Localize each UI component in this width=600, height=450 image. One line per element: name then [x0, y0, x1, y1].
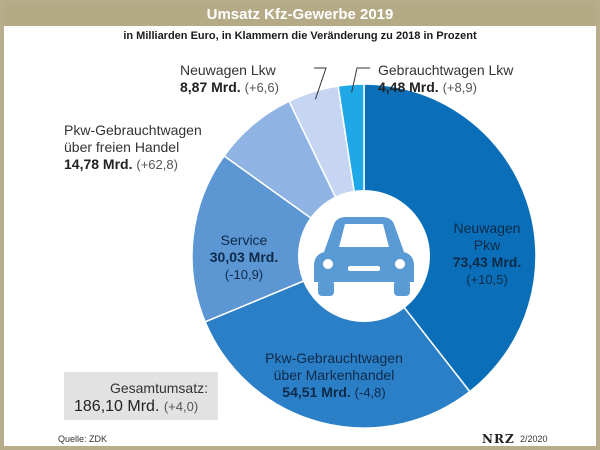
car-wheel-right: [394, 280, 410, 296]
car-headlight-right: [395, 259, 405, 269]
label-gebrauchtwagen-lkw: Gebrauchtwagen Lkw 4,48 Mrd. (+8,9): [378, 62, 514, 95]
leader-line-gebrauchtwagen-lkw: [351, 67, 370, 93]
car-grille: [348, 266, 380, 271]
chart-title: Umsatz Kfz-Gewerbe 2019: [4, 4, 596, 26]
total-value: 186,10 Mrd. (+4,0): [74, 398, 199, 415]
label-gebraucht-freier-handel: Pkw-Gebrauchtwagen über freien Handel 14…: [64, 122, 202, 172]
car-headlight-left: [323, 259, 333, 269]
car-icon: [314, 217, 414, 296]
label-neuwagen-lkw: Neuwagen Lkw 8,87 Mrd. (+6,6): [180, 62, 279, 95]
date-note: 2/2020: [520, 434, 548, 444]
leader-line-neuwagen-lkw: [314, 67, 327, 100]
slice-pkw-gebrauchtwagen-ber-markenhandel: [204, 255, 471, 429]
label-service: Service 30,03 Mrd. (-10,9): [209, 232, 279, 282]
car-wheel-left: [318, 280, 334, 296]
leader-lines: [314, 67, 370, 100]
total-box: Gesamtumsatz: 186,10 Mrd. (+4,0): [64, 372, 218, 420]
slice-service: [191, 154, 366, 323]
slice-neuwagen-pkw: [363, 83, 537, 393]
label-neuwagen-pkw: Neuwagen Pkw 73,43 Mrd. (+10,5): [452, 220, 522, 287]
label-gebraucht-markenhandel: Pkw-Gebrauchtwagen über Markenhandel 54,…: [265, 350, 403, 400]
source-note: Quelle: ZDK: [58, 434, 108, 444]
brand-logo: NRZ: [482, 432, 515, 446]
total-label: Gesamtumsatz:: [109, 380, 208, 396]
car-body: [314, 217, 414, 282]
car-windshield: [339, 224, 389, 247]
donut-chart: [191, 67, 537, 429]
chart-subtitle: in Milliarden Euro, in Klammern die Verä…: [123, 30, 477, 42]
